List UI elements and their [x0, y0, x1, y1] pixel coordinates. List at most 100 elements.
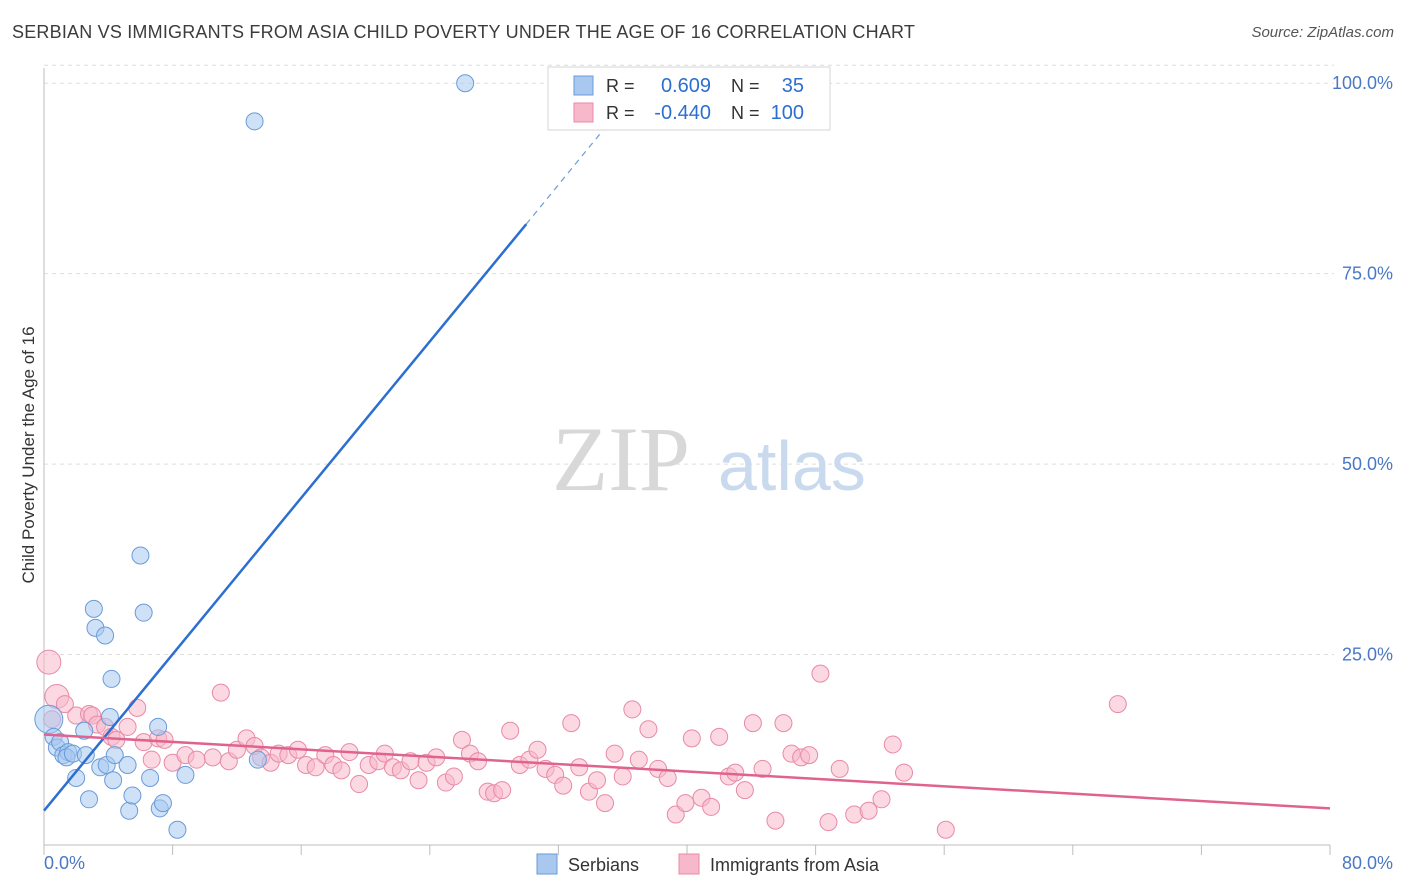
point-immigrants-93	[859, 801, 878, 820]
point-serbians-23	[123, 786, 142, 805]
chart-title: SERBIAN VS IMMIGRANTS FROM ASIA CHILD PO…	[12, 22, 916, 42]
trend-lines	[43, 105, 1331, 812]
point-immigrants-72	[658, 768, 677, 787]
series-legend: Serbians Immigrants from Asia	[536, 853, 880, 875]
watermark-atlas: atlas	[718, 427, 866, 505]
point-immigrants-65	[596, 794, 615, 813]
legend-swatch-immigrants	[573, 102, 594, 123]
point-serbians-18	[102, 669, 121, 688]
point-immigrants-53	[493, 781, 512, 800]
point-immigrants-43	[409, 771, 428, 790]
point-immigrants-78	[710, 727, 729, 746]
point-immigrants-70	[639, 720, 658, 739]
series-serbians-points	[34, 74, 475, 839]
point-serbians-11	[80, 790, 99, 809]
grid-lines	[44, 64, 1334, 656]
chart-source: Source: ZipAtlas.com	[1251, 24, 1394, 41]
y-tick-label-2: 75.0%	[1342, 264, 1393, 284]
legend-swatch-serbians	[573, 75, 594, 96]
y-tick-label-0: 25.0%	[1342, 645, 1393, 665]
point-immigrants-60	[554, 776, 573, 795]
point-immigrants-85	[774, 714, 793, 733]
point-serbians-9	[75, 721, 94, 740]
point-immigrants-57	[528, 740, 547, 759]
point-immigrants-10	[118, 717, 137, 736]
bottom-legend-swatch-serbians	[536, 853, 558, 875]
point-immigrants-50	[469, 752, 488, 771]
point-serbians-17	[100, 708, 119, 727]
point-immigrants-94	[872, 790, 891, 809]
point-immigrants-90	[819, 813, 838, 832]
point-immigrants-48	[452, 730, 471, 749]
point-immigrants-98	[1108, 695, 1127, 714]
point-immigrants-61	[562, 714, 581, 733]
point-immigrants-81	[735, 781, 754, 800]
correlation-legend: R = 0.609 N = 35 R = -0.440 N = 100	[547, 66, 831, 131]
point-immigrants-69	[629, 750, 648, 769]
point-serbians-22	[120, 801, 139, 820]
point-immigrants-66	[605, 744, 624, 763]
legend-r-value-serbians: 0.609	[661, 75, 711, 97]
legend-n-label-immigrants: N =	[731, 103, 760, 123]
point-immigrants-84	[766, 811, 785, 830]
point-serbians-33	[248, 750, 267, 769]
bottom-legend-label-serbians: Serbians	[568, 855, 639, 875]
point-immigrants-95	[883, 735, 902, 754]
point-serbians-19	[104, 771, 123, 790]
bottom-legend-label-immigrants: Immigrants from Asia	[710, 855, 880, 875]
point-immigrants-18	[187, 750, 206, 769]
point-serbians-24	[131, 546, 150, 565]
point-serbians-21	[118, 756, 137, 775]
trend-line-serbians	[43, 223, 528, 812]
point-serbians-25	[134, 603, 153, 622]
y-axis-title: Child Poverty Under the Age of 16	[19, 326, 38, 583]
point-serbians-27	[149, 717, 168, 736]
point-immigrants-74	[676, 794, 695, 813]
point-immigrants-34	[332, 761, 351, 780]
point-serbians-12	[84, 599, 103, 618]
trend-line-serbians-extension	[525, 105, 624, 225]
point-immigrants-88	[800, 746, 819, 765]
point-immigrants-64	[587, 771, 606, 790]
point-serbians-31	[176, 765, 195, 784]
point-serbians-26	[141, 768, 160, 787]
point-immigrants-0	[36, 649, 62, 675]
legend-n-value-serbians: 35	[782, 75, 804, 97]
point-immigrants-36	[350, 775, 369, 794]
bottom-legend-swatch-immigrants	[678, 853, 700, 875]
x-tick-label-min: 0.0%	[44, 853, 85, 873]
point-immigrants-91	[830, 759, 849, 778]
point-serbians-8	[67, 768, 86, 787]
point-serbians-29	[153, 794, 172, 813]
legend-n-value-immigrants: 100	[771, 102, 804, 124]
point-immigrants-82	[743, 714, 762, 733]
point-serbians-0	[34, 704, 64, 734]
trend-line-immigrants	[43, 733, 1331, 810]
point-immigrants-11	[128, 698, 147, 717]
point-immigrants-80	[726, 763, 745, 782]
point-immigrants-68	[623, 700, 642, 719]
legend-r-label-serbians: R =	[606, 76, 635, 96]
point-immigrants-75	[682, 729, 701, 748]
point-serbians-32	[245, 112, 264, 131]
y-tick-label-3: 100.0%	[1332, 73, 1393, 93]
watermark-zip: ZIP	[552, 408, 690, 510]
point-serbians-10	[76, 746, 95, 765]
point-immigrants-62	[570, 758, 589, 777]
legend-r-label-immigrants: R =	[606, 103, 635, 123]
point-serbians-34	[456, 74, 475, 93]
point-immigrants-67	[613, 767, 632, 786]
y-tick-label-1: 50.0%	[1342, 454, 1393, 474]
point-immigrants-20	[211, 683, 230, 702]
point-serbians-30	[168, 820, 187, 839]
legend-r-value-immigrants: -0.440	[654, 102, 711, 124]
legend-n-label-serbians: N =	[731, 76, 760, 96]
point-serbians-20	[105, 746, 124, 765]
point-immigrants-13	[142, 750, 161, 769]
point-immigrants-77	[702, 797, 721, 816]
point-immigrants-2	[55, 695, 74, 714]
point-immigrants-97	[936, 820, 955, 839]
point-immigrants-47	[444, 767, 463, 786]
point-immigrants-83	[753, 759, 772, 778]
